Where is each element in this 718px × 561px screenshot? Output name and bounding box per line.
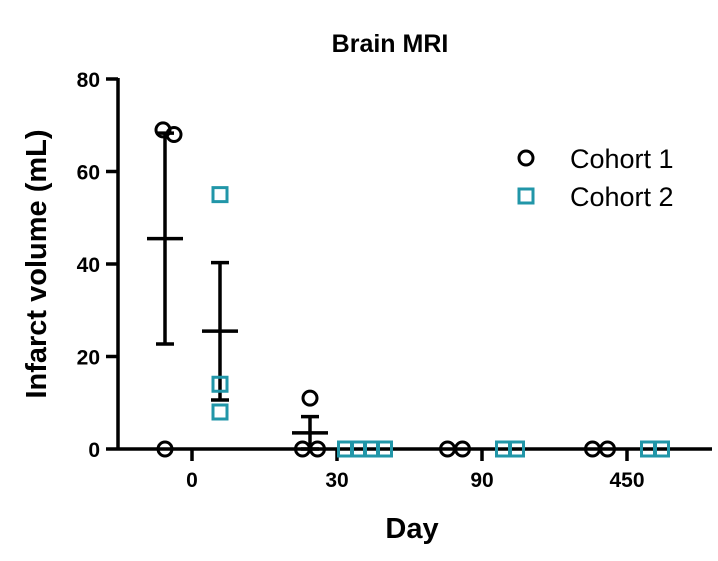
data-point [508,440,525,458]
y-tick-label: 40 [77,254,100,277]
data-point [653,440,670,458]
legend-label: Cohort 1 [570,144,674,174]
data-point [211,403,229,421]
legend-marker [517,187,535,205]
legend-marker [517,149,535,167]
y-tick-label: 80 [77,69,100,92]
legend-label: Cohort 2 [570,182,674,212]
data-point [211,375,229,393]
y-tick-label: 60 [77,162,100,185]
data-point [599,440,616,458]
x-tick-label: 450 [609,469,644,492]
x-tick-label: 90 [470,469,493,492]
data-point [165,126,183,143]
data-point [376,440,393,458]
y-tick-label: 0 [88,439,100,462]
x-axis-label: Day [385,513,438,545]
x-tick-label: 0 [186,469,198,492]
data-point [156,440,174,458]
data-point [309,440,326,458]
y-tick-label: 20 [77,347,100,370]
chart-title: Brain MRI [332,30,449,58]
x-tick-label: 30 [325,469,348,492]
data-point [454,440,471,458]
data-point [301,389,319,407]
y-axis-label: Infarct volume (mL) [21,129,53,398]
data-point [211,186,229,204]
